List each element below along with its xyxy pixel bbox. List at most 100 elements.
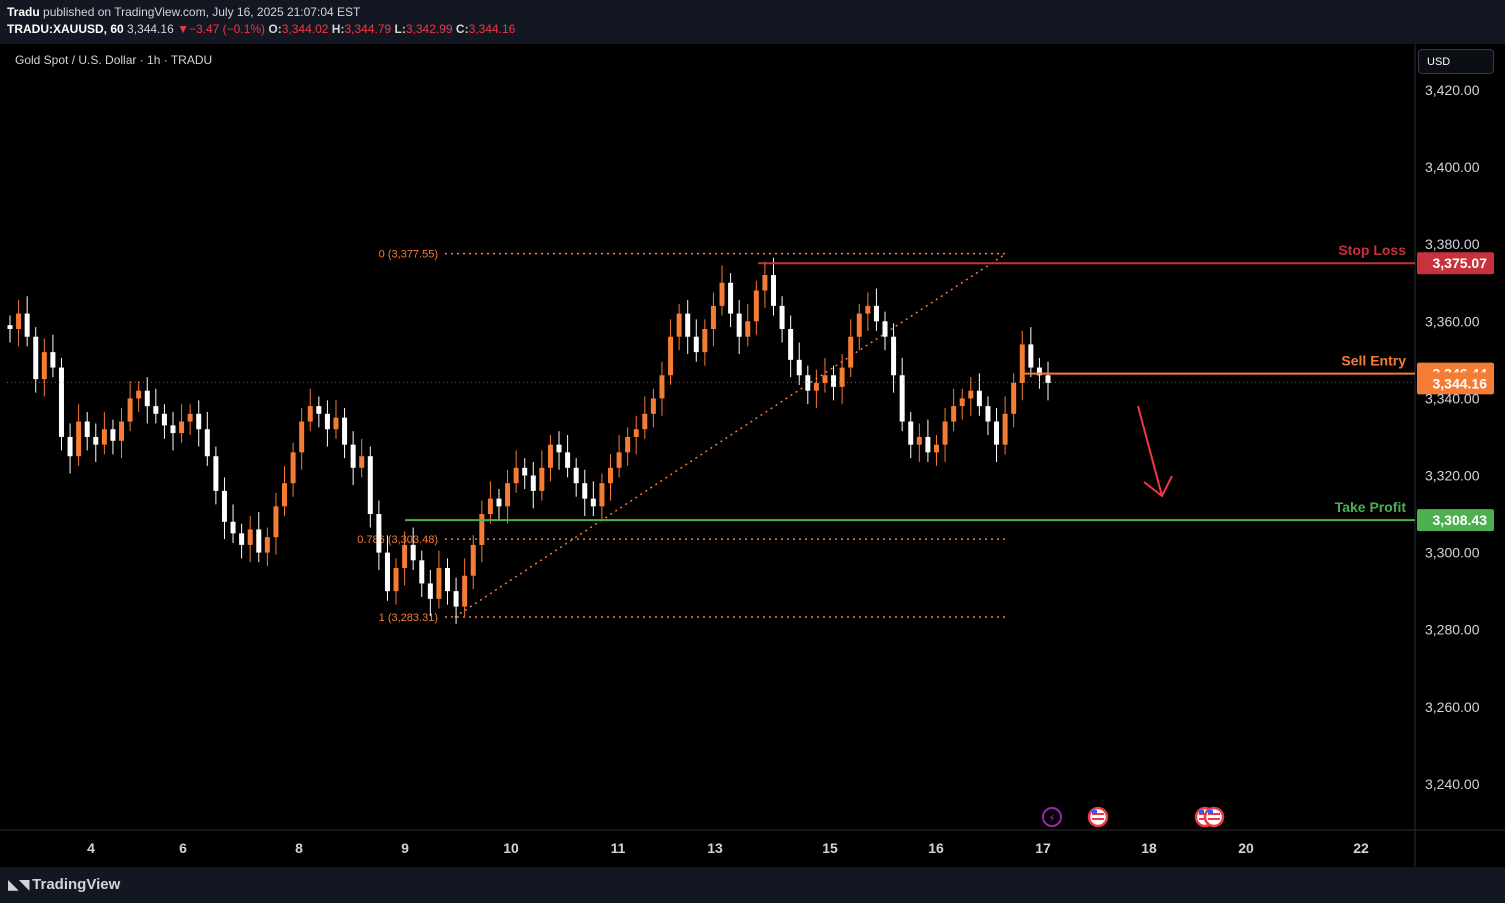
candle-body xyxy=(230,521,236,534)
candle-body xyxy=(264,537,270,553)
candle-body xyxy=(402,544,408,569)
tradingview-logo[interactable]: ◣◥ TradingView xyxy=(8,876,120,893)
lightning-event-icon[interactable] xyxy=(1042,807,1062,827)
high-value: 3,344.79 xyxy=(344,22,392,36)
time-tick-label: 17 xyxy=(1035,840,1051,856)
flag-stripe-icon xyxy=(1208,818,1220,820)
flag-canton-icon xyxy=(1208,810,1213,814)
chart-area[interactable] xyxy=(0,44,1505,867)
candle-body xyxy=(67,436,73,457)
candle-body xyxy=(204,429,210,457)
candle-body xyxy=(1019,344,1025,383)
candle-body xyxy=(659,375,665,399)
candle-body xyxy=(668,336,674,376)
candle-body xyxy=(1002,413,1008,445)
us-flag-event-icon[interactable] xyxy=(1203,806,1225,828)
chart-legend: Gold Spot / U.S. Dollar · 1h · TRADU xyxy=(15,53,213,67)
candle-body xyxy=(342,417,348,445)
candle-body xyxy=(427,583,433,599)
candle-body xyxy=(247,529,253,545)
candle-body xyxy=(136,390,142,399)
candle-body xyxy=(796,359,802,376)
candle-body xyxy=(831,375,837,387)
economic-events[interactable]: ⚡ xyxy=(1042,806,1225,828)
candle-body xyxy=(985,406,991,422)
price-axis[interactable]: 3,420.00 3,400.00 3,380.00 3,360.00 3,340.00… xyxy=(1425,82,1480,792)
stop-loss-label: Stop Loss xyxy=(1338,242,1406,258)
candle-body xyxy=(479,514,485,545)
sell-entry-label: Sell Entry xyxy=(1341,353,1406,369)
last-price: 3,344.16 xyxy=(127,22,174,36)
fib-level-label: 1 (3,283.31) xyxy=(379,612,438,624)
close-label: C: xyxy=(455,22,469,36)
candle-body xyxy=(530,475,536,491)
candle-body xyxy=(719,282,725,306)
time-axis[interactable]: 4 6 8 9 10 11 13 15 16 17 18 20 22 xyxy=(87,840,1369,856)
candle-body xyxy=(616,452,622,468)
candle-body xyxy=(899,375,905,422)
candle-body xyxy=(84,421,90,437)
time-tick-label: 18 xyxy=(1141,840,1157,856)
candle-body xyxy=(462,575,468,607)
currency-button[interactable]: USD xyxy=(1418,49,1494,74)
candle-body xyxy=(299,421,305,453)
fib-trend-line[interactable] xyxy=(454,253,1007,618)
candle-body xyxy=(650,398,656,414)
us-flag-event-icon[interactable] xyxy=(1087,806,1109,828)
candle-body xyxy=(127,398,133,422)
candle-body xyxy=(582,483,588,499)
candle-body xyxy=(196,413,202,430)
candle-body xyxy=(539,467,545,491)
candle-body xyxy=(213,456,219,491)
candle-body xyxy=(959,398,965,407)
last-price-text: 3,344.16 xyxy=(1433,375,1488,391)
publisher-name[interactable]: Tradu xyxy=(7,5,40,19)
high-label: H: xyxy=(331,22,345,36)
price-tick-label: 3,240.00 xyxy=(1425,776,1480,792)
close-value: 3,344.16 xyxy=(468,22,516,36)
time-tick-label: 9 xyxy=(401,840,409,856)
candle-body xyxy=(33,336,39,380)
symbol-name: TRADU:XAUUSD, 60 xyxy=(7,22,124,36)
candle-body xyxy=(384,552,390,592)
candle-body xyxy=(942,421,948,445)
candle-body xyxy=(590,498,596,507)
time-tick-label: 8 xyxy=(295,840,303,856)
time-tick-label: 20 xyxy=(1238,840,1254,856)
take-profit-price-tag xyxy=(1417,509,1494,532)
lightning-glyph-icon: ⚡ xyxy=(1048,813,1056,825)
candle-body xyxy=(925,436,931,453)
price-chart[interactable]: 0 (3,377.55) 0.786 (3,303.48) 1 (3,283.31)… xyxy=(0,44,1505,867)
fib-level-label: 0 (3,377.55) xyxy=(379,249,438,261)
candle-body xyxy=(599,483,605,507)
take-profit-label: Take Profit xyxy=(1335,499,1407,515)
candle-body xyxy=(170,425,176,434)
candle-body xyxy=(702,329,708,353)
candle-body xyxy=(933,444,939,453)
time-tick-label: 22 xyxy=(1353,840,1369,856)
price-tick-label: 3,420.00 xyxy=(1425,82,1480,98)
candle-body xyxy=(161,413,167,426)
candle-body xyxy=(951,406,957,422)
open-value: 3,344.02 xyxy=(281,22,329,36)
candle-body xyxy=(710,305,716,330)
candle-body xyxy=(1036,367,1042,376)
publish-info: Tradu published on TradingView.com, July… xyxy=(7,5,360,19)
candle-body xyxy=(307,406,313,422)
down-arrow-icon[interactable] xyxy=(1137,405,1163,497)
candle-body xyxy=(607,467,613,484)
candle-body xyxy=(522,467,528,476)
candle-body xyxy=(779,305,785,330)
candle-body xyxy=(179,421,185,434)
candle-body xyxy=(445,568,451,592)
candle-body xyxy=(565,452,571,468)
time-tick-label: 6 xyxy=(179,840,187,856)
candle-body xyxy=(839,367,845,387)
candle-body xyxy=(642,413,648,430)
flag-stripe-icon xyxy=(1208,813,1220,815)
candle-body xyxy=(805,375,811,391)
price-tick-label: 3,360.00 xyxy=(1425,313,1480,329)
candle-body xyxy=(453,591,459,607)
candle-body xyxy=(728,282,734,314)
candle-body xyxy=(7,325,13,330)
